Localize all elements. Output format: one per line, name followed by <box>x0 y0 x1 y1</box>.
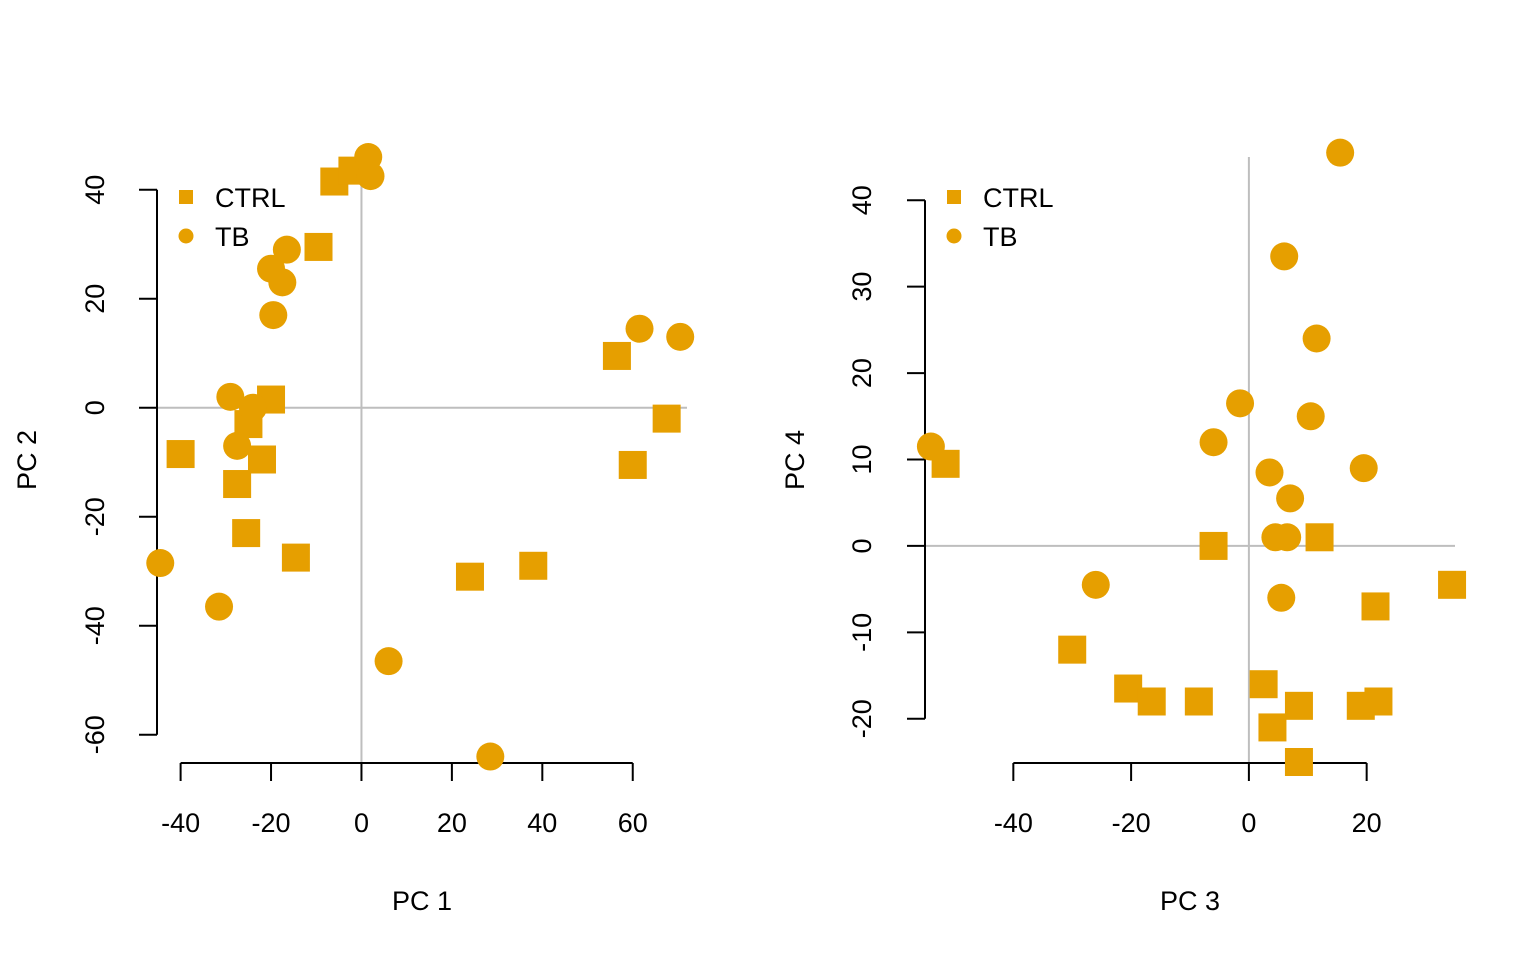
data-point-tb-circle <box>1296 402 1325 431</box>
data-point-ctrl-square <box>519 551 548 580</box>
x-tick-label: 20 <box>437 808 467 838</box>
data-point-tb-circle <box>1326 138 1355 167</box>
legend-label: CTRL <box>215 183 286 213</box>
data-point-ctrl-square <box>1364 687 1393 716</box>
pca-panel-pc1-pc2: PC 1 PC 2 -40 -20 0 20 40 60 40 20 0 -20 -40 -60 CTR… <box>12 143 695 916</box>
data-point-ctrl-square <box>1058 635 1087 664</box>
data-point-ctrl-square <box>1284 748 1313 776</box>
data-point-ctrl-square <box>602 341 631 370</box>
y-tick-label: -10 <box>847 613 877 652</box>
data-point-tb-circle <box>1349 454 1378 483</box>
data-point-tb-circle <box>916 432 945 461</box>
legend-label: TB <box>215 222 250 252</box>
data-point-ctrl-square <box>1361 592 1390 621</box>
data-point-ctrl-square <box>1184 687 1213 716</box>
y-axis-label: PC 2 <box>12 430 42 490</box>
legend-marker-circle <box>178 228 194 244</box>
data-point-ctrl-square <box>166 440 195 469</box>
data-point-ctrl-square <box>1137 687 1166 716</box>
y-tick-label: -40 <box>80 606 110 645</box>
data-point-tb-circle <box>1226 389 1255 418</box>
data-point-ctrl-square <box>1258 713 1287 742</box>
y-tick-label: 10 <box>847 444 877 474</box>
data-point-ctrl-square <box>1114 674 1143 703</box>
legend-label: TB <box>983 222 1018 252</box>
y-tick-label: 20 <box>847 358 877 388</box>
x-tick-label: -40 <box>994 808 1033 838</box>
data-point-tb-circle <box>1267 583 1296 612</box>
x-tick-label: -40 <box>161 808 200 838</box>
data-point-ctrl-square <box>618 450 647 479</box>
y-tick-label: -60 <box>80 715 110 754</box>
legend: CTRL TB <box>946 183 1054 252</box>
data-point-tb-circle <box>216 382 245 411</box>
data-point-ctrl-square <box>455 562 484 591</box>
x-tick-label: 60 <box>618 808 648 838</box>
data-point-tb-circle <box>374 647 403 676</box>
data-point-tb-circle <box>146 549 175 578</box>
data-point-ctrl-square <box>1438 570 1467 599</box>
x-tick-label: 0 <box>354 808 369 838</box>
data-point-tb-circle <box>625 314 654 343</box>
data-point-tb-circle <box>1302 324 1331 353</box>
data-point-tb-circle <box>1270 242 1299 271</box>
data-point-tb-circle <box>1255 458 1284 487</box>
data-point-tb-circle <box>1199 428 1228 457</box>
y-tick-label: 0 <box>847 538 877 553</box>
data-point-tb-circle <box>1273 523 1302 552</box>
data-point-ctrl-square <box>652 404 681 433</box>
data-point-ctrl-square <box>1199 531 1228 560</box>
x-tick-label: 0 <box>1241 808 1256 838</box>
data-point-ctrl-square <box>223 470 252 499</box>
data-point-tb-circle <box>205 592 234 621</box>
y-tick-label: 40 <box>847 185 877 215</box>
y-tick-label: 30 <box>847 272 877 302</box>
data-point-ctrl-square <box>1284 691 1313 720</box>
y-tick-label: 20 <box>80 284 110 314</box>
y-tick-label: -20 <box>80 497 110 536</box>
data-point-ctrl-square <box>1249 670 1278 699</box>
y-tick-label: 40 <box>80 175 110 205</box>
x-tick-label: -20 <box>252 808 291 838</box>
data-point-ctrl-square <box>1305 523 1334 552</box>
legend-marker-square <box>179 190 193 204</box>
data-point-tb-circle <box>259 301 288 330</box>
data-point-ctrl-square <box>232 519 261 548</box>
legend: CTRL TB <box>178 183 286 252</box>
data-point-ctrl-square <box>281 543 310 572</box>
y-tick-label: -20 <box>847 699 877 738</box>
x-axis-label: PC 1 <box>392 886 452 916</box>
data-point-tb-circle <box>1276 484 1305 513</box>
legend-marker-circle <box>946 228 962 244</box>
x-tick-label: 40 <box>527 808 557 838</box>
data-point-tb-circle <box>356 162 385 191</box>
pca-panel-pc3-pc4: PC 3 PC 4 -40 -20 0 20 40 30 20 10 0 -10 -20 CTRL TB <box>780 138 1467 916</box>
data-point-tb-circle <box>268 268 297 297</box>
data-point-tb-circle <box>272 235 301 264</box>
data-point-tb-circle <box>1081 570 1110 599</box>
legend-marker-square <box>947 190 961 204</box>
data-point-tb-circle <box>238 393 267 422</box>
x-axis-label: PC 3 <box>1160 886 1220 916</box>
data-point-tb-circle <box>476 742 505 771</box>
y-tick-label: 0 <box>80 400 110 415</box>
data-point-tb-circle <box>223 431 252 460</box>
x-tick-label: -20 <box>1112 808 1151 838</box>
data-point-tb-circle <box>666 322 695 351</box>
data-point-ctrl-square <box>247 445 276 474</box>
y-axis-label: PC 4 <box>780 430 810 490</box>
legend-label: CTRL <box>983 183 1054 213</box>
x-tick-label: 20 <box>1352 808 1382 838</box>
data-point-ctrl-square <box>304 232 333 261</box>
